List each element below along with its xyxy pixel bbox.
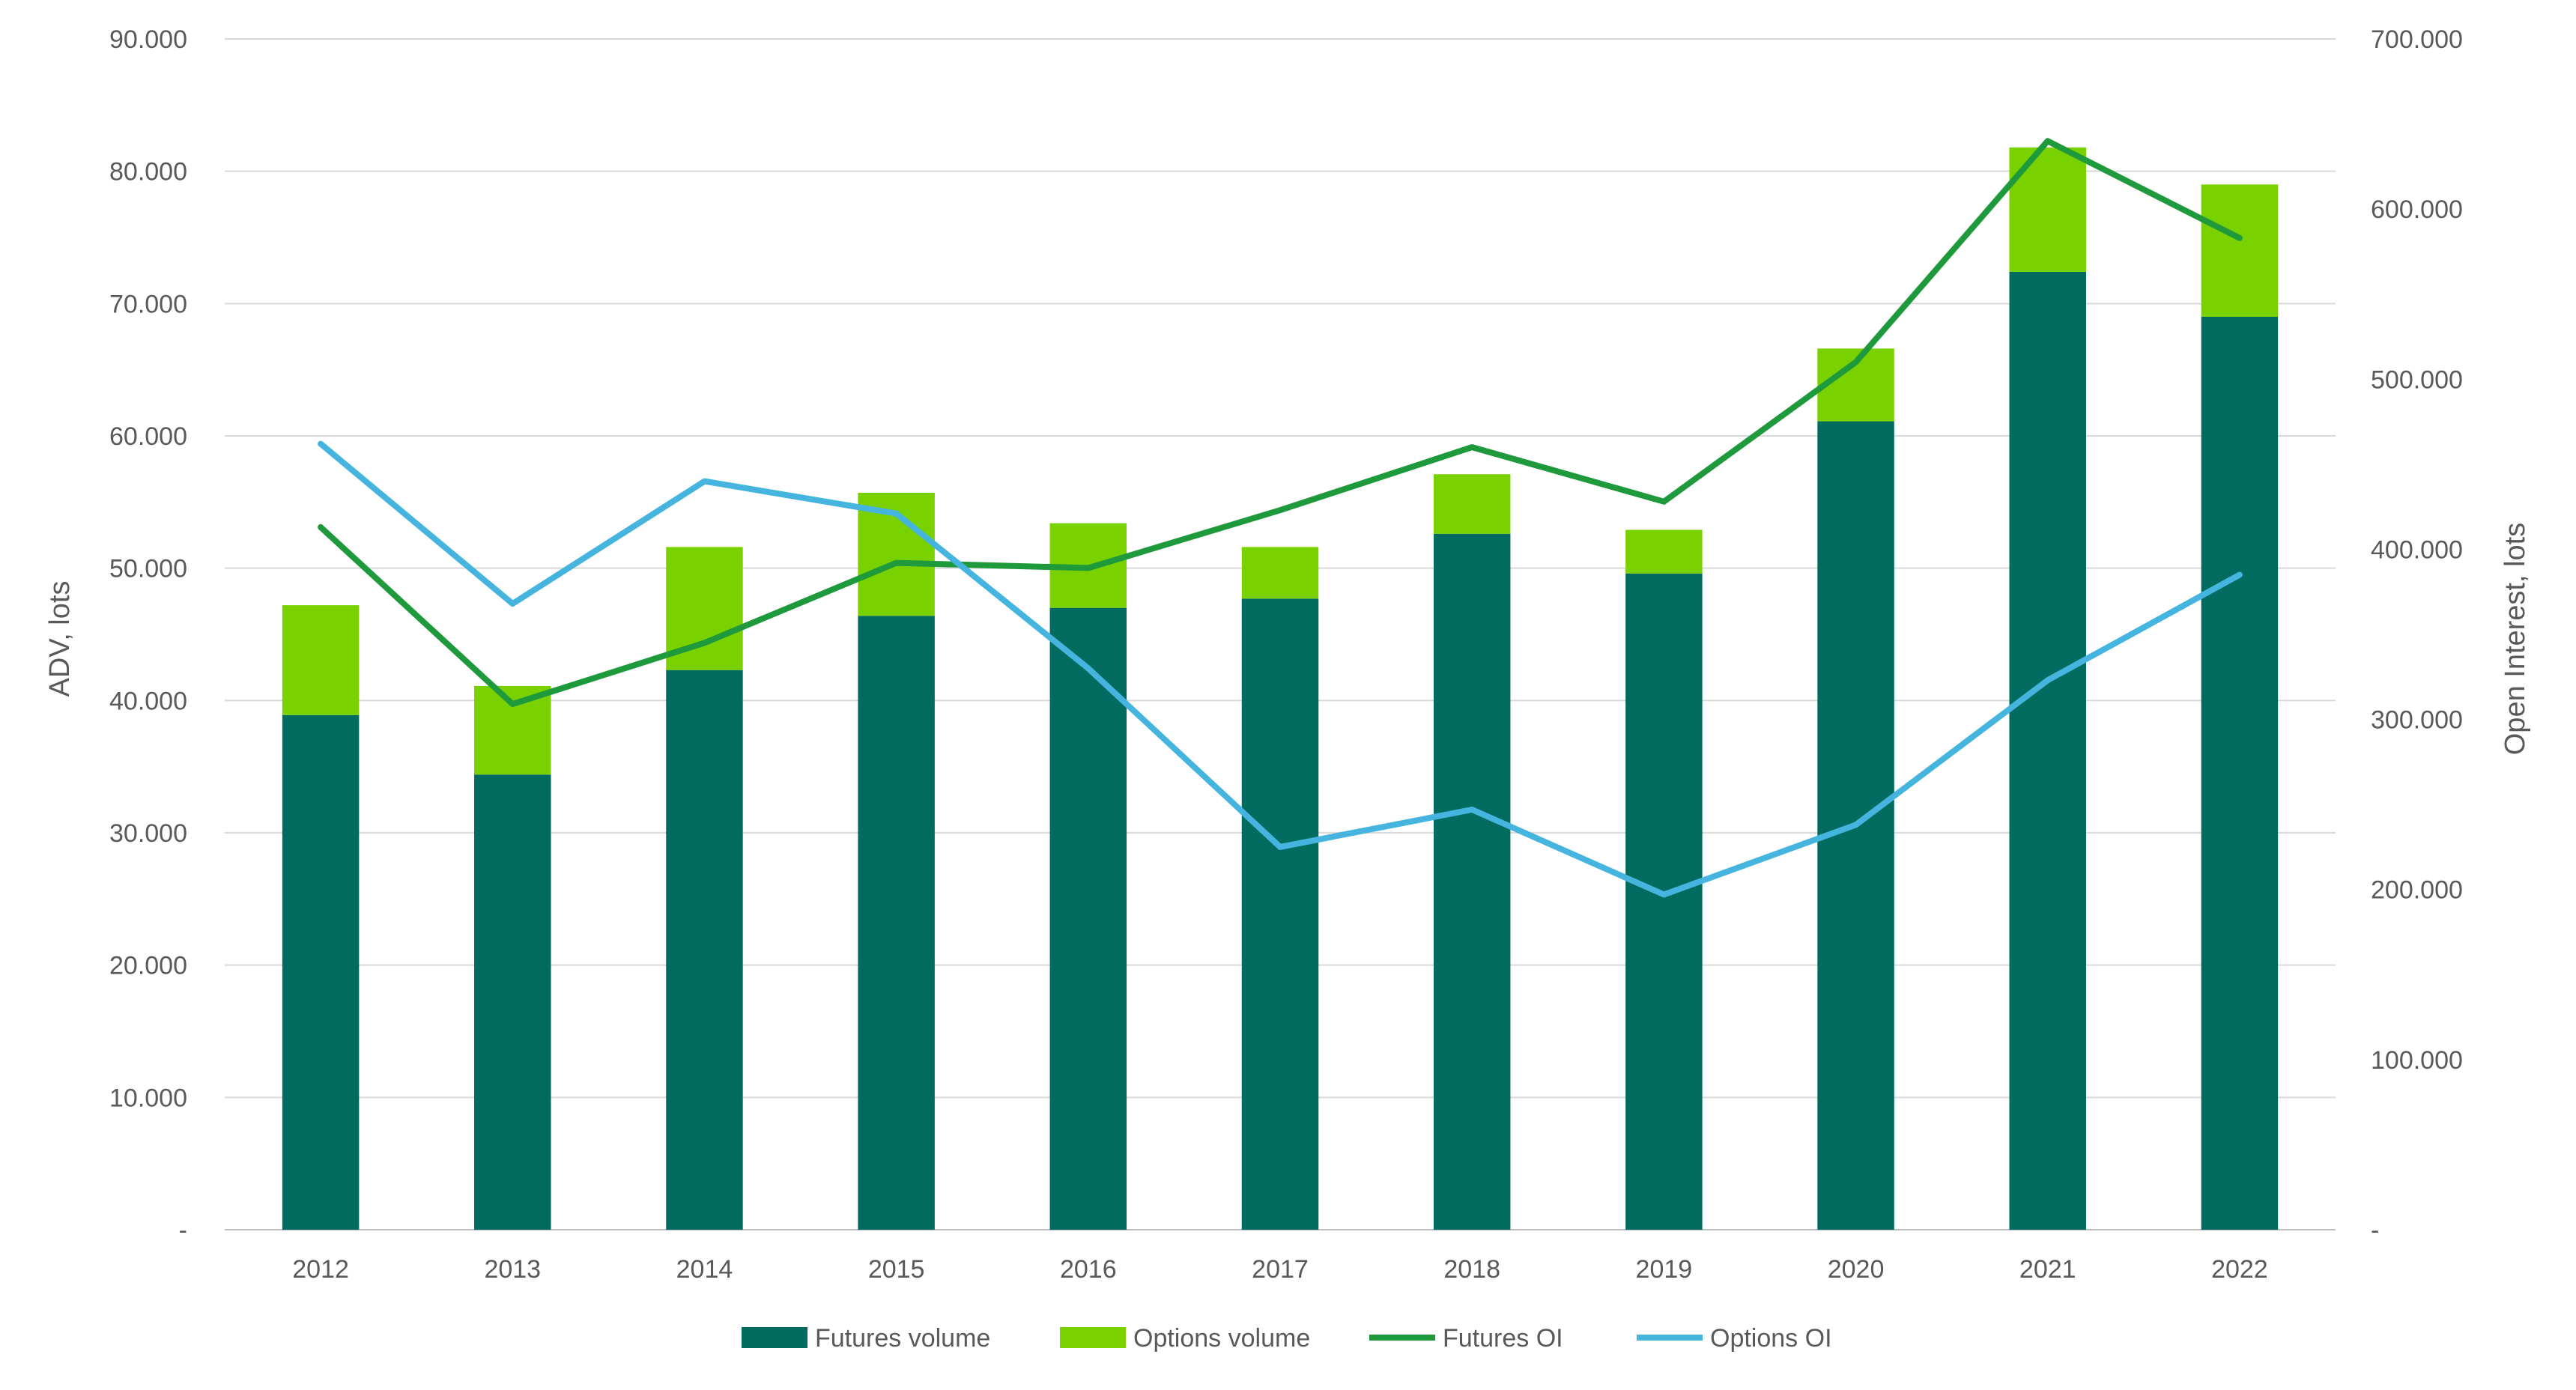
futures-volume-bar <box>1625 573 1703 1230</box>
options-volume-bar <box>1625 529 1703 574</box>
y-tick-label: 60.000 <box>109 422 187 451</box>
y-tick-label: - <box>179 1216 187 1245</box>
y-tick-label: 30.000 <box>109 819 187 848</box>
legend: Futures volume Options volume Futures OI Op… <box>742 1324 1832 1353</box>
x-tick-label: 2022 <box>2211 1255 2268 1284</box>
x-tick-label: 2021 <box>2019 1255 2076 1284</box>
y2-tick-label: 100.000 <box>2371 1046 2463 1075</box>
options-volume-bar <box>1241 547 1319 599</box>
x-tick-label: 2020 <box>1828 1255 1885 1284</box>
x-tick-label: 2019 <box>1636 1255 1693 1284</box>
futures-volume-bar <box>666 670 743 1230</box>
y2-tick-label: 600.000 <box>2371 195 2463 224</box>
legend-swatch-futures-volume <box>742 1327 807 1348</box>
y-tick-label: 90.000 <box>109 25 187 54</box>
y-tick-label: 80.000 <box>109 158 187 186</box>
futures-volume-bar <box>1433 533 1511 1230</box>
y2-tick-label: 700.000 <box>2371 25 2463 54</box>
y2-axis-title: Open Interest, lots <box>2500 523 2531 756</box>
x-tick-label: 2012 <box>292 1255 349 1284</box>
left-axis-ticks: - 10.000 20.000 30.000 40.000 50.000 60.000 70.… <box>109 25 187 1245</box>
y2-tick-label: 500.000 <box>2371 365 2463 394</box>
options-volume-bar <box>282 605 360 715</box>
y-tick-label: 50.000 <box>109 555 187 583</box>
futures-volume-bar <box>858 616 935 1230</box>
options-volume-bar <box>1433 474 1511 534</box>
bars <box>282 147 2279 1230</box>
x-tick-label: 2013 <box>484 1255 541 1284</box>
y2-tick-label: 200.000 <box>2371 876 2463 905</box>
y-tick-label: 20.000 <box>109 952 187 980</box>
futures-volume-bar <box>474 774 551 1230</box>
futures-volume-bar <box>282 714 360 1230</box>
futures-volume-bar <box>1241 598 1319 1230</box>
y-tick-label: 40.000 <box>109 687 187 715</box>
y-tick-label: 10.000 <box>109 1084 187 1112</box>
x-tick-label: 2018 <box>1443 1255 1500 1284</box>
futures-volume-bar <box>2009 271 2086 1230</box>
legend-swatch-options-volume <box>1060 1327 1126 1348</box>
futures-oi-line <box>318 138 2243 708</box>
y-tick-label: 70.000 <box>109 290 187 318</box>
x-tick-label: 2014 <box>676 1255 733 1284</box>
y2-tick-label: - <box>2371 1216 2379 1245</box>
options-oi-line <box>318 440 2243 898</box>
futures-volume-bar <box>2201 317 2279 1230</box>
x-tick-label: 2017 <box>1252 1255 1309 1284</box>
y2-tick-label: 300.000 <box>2371 706 2463 735</box>
y-axis-title: ADV, lots <box>44 581 76 697</box>
x-tick-label: 2016 <box>1060 1255 1117 1284</box>
right-axis-ticks: - 100.000 200.000 300.000 400.000 500.000 600.… <box>2371 25 2463 1245</box>
x-axis-ticks: 2012 2013 2014 2015 2016 2017 2018 2019 2020 2021… <box>292 1255 2267 1284</box>
legend-label-futures-volume: Futures volume <box>815 1324 990 1353</box>
legend-label-options-volume: Options volume <box>1133 1324 1310 1353</box>
options-volume-bar <box>2009 147 2086 272</box>
legend-label-futures-oi: Futures OI <box>1443 1324 1563 1353</box>
futures-volume-bar <box>1049 607 1127 1230</box>
lines <box>318 138 2243 898</box>
legend-label-options-oi: Options OI <box>1710 1324 1832 1353</box>
y2-tick-label: 400.000 <box>2371 535 2463 564</box>
x-tick-label: 2015 <box>868 1255 925 1284</box>
options-volume-bar <box>2201 184 2279 317</box>
options-volume-bar <box>474 685 551 775</box>
